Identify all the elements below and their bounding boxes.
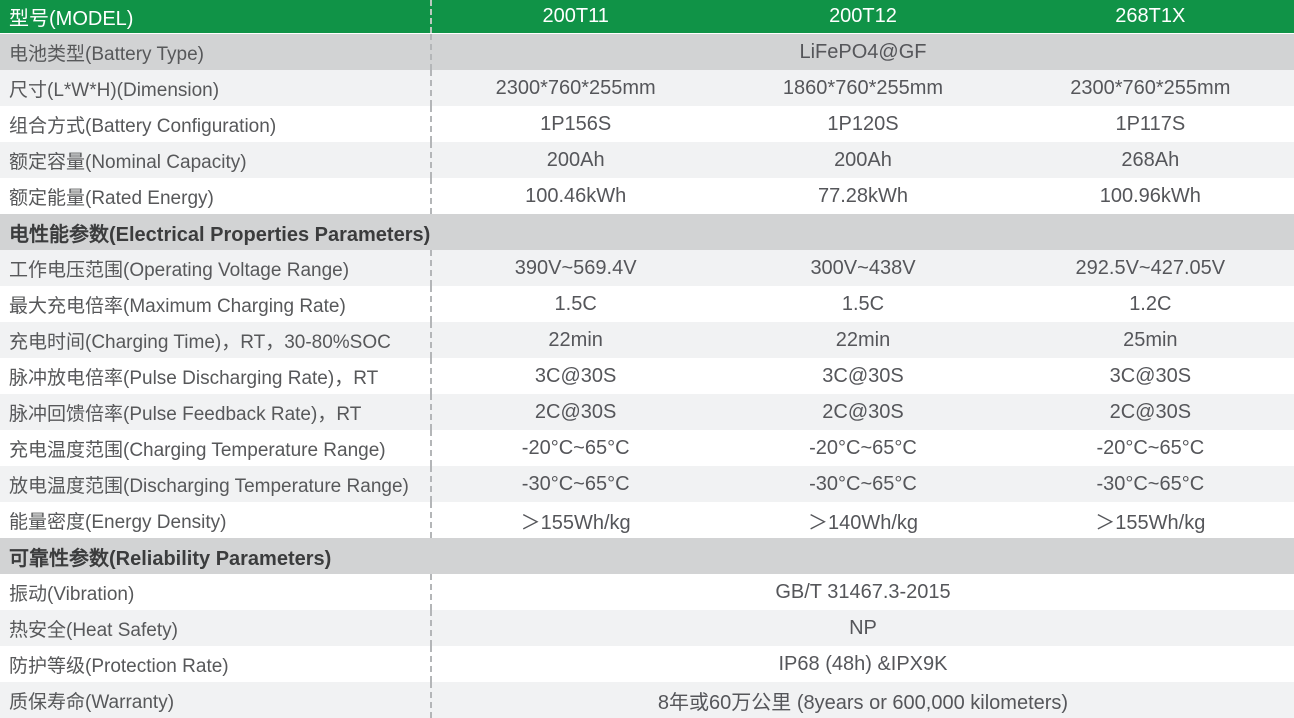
model-column-200T11: 200T11 bbox=[430, 0, 719, 33]
row-discharging-temperature-range-value-1: -30°C~65°C bbox=[809, 472, 917, 495]
row-vibration: 振动(Vibration) GB/T 31467.3-2015 bbox=[0, 574, 1294, 610]
row-nominal-capacity: 额定容量(Nominal Capacity) 200Ah 200Ah 268Ah bbox=[0, 142, 1294, 178]
row-charging-temperature-range-value-0: -20°C~65°C bbox=[430, 430, 719, 466]
row-discharging-temperature-range-value-2: -30°C~65°C bbox=[1096, 472, 1205, 495]
row-battery-configuration: 组合方式(Battery Configuration) 1P156S 1P120S 1… bbox=[0, 106, 1294, 142]
row-energy-density-label: 能量密度(Energy Density) bbox=[9, 511, 227, 533]
row-rated-energy-value-2: 100.96kWh bbox=[1099, 184, 1201, 207]
row-maximum-charging-rate-label: 最大充电倍率(Maximum Charging Rate) bbox=[9, 295, 346, 317]
row-warranty-value: 8年或60万公里 (8years or 600,000 kilometers) bbox=[430, 682, 1294, 718]
row-pulse-feedback-rate-value-0: 2C@30S bbox=[430, 394, 719, 430]
row-operating-voltage-range-value-2: 292.5V~427.05V bbox=[1075, 256, 1226, 279]
row-heat-safety-value: NP bbox=[430, 610, 1294, 646]
row-nominal-capacity-value-1: 200Ah bbox=[834, 148, 892, 171]
row-pulse-feedback-rate: 脉冲回馈倍率(Pulse Feedback Rate)，RT 2C@30S 2C@3… bbox=[0, 394, 1294, 430]
row-dimension: 尺寸(L*W*H)(Dimension) 2300*760*255mm 1860*7… bbox=[0, 70, 1294, 106]
row-battery-configuration-label: 组合方式(Battery Configuration) bbox=[9, 115, 277, 137]
row-dimension-label: 尺寸(L*W*H)(Dimension) bbox=[9, 79, 220, 101]
row-nominal-capacity-value-2: 268Ah bbox=[1121, 148, 1180, 171]
row-pulse-feedback-rate-value-2: 2C@30S bbox=[1109, 400, 1192, 423]
row-battery-type: 电池类型(Battery Type) LiFePO4@GF bbox=[0, 34, 1294, 70]
row-battery-type-label: 电池类型(Battery Type) bbox=[9, 43, 204, 65]
model-header-row: 型号(MODEL) 200T11 200T12 268T1X bbox=[0, 0, 1294, 34]
row-reliability-section: 可靠性参数(Reliability Parameters) bbox=[0, 538, 1294, 574]
row-battery-configuration-value-2: 1P117S bbox=[1115, 112, 1186, 135]
row-pulse-discharging-rate-value-2: 3C@30S bbox=[1109, 364, 1192, 387]
row-energy-density: 能量密度(Energy Density) ＞155Wh/kg ＞140Wh/kg ＞1… bbox=[0, 502, 1294, 538]
row-protection-rate-value: IP68 (48h) &IPX9K bbox=[430, 646, 1294, 682]
row-nominal-capacity-value-0: 200Ah bbox=[430, 142, 719, 178]
row-rated-energy-label: 额定能量(Rated Energy) bbox=[9, 187, 214, 209]
row-charging-temperature-range: 充电温度范围(Charging Temperature Range) -20°C~… bbox=[0, 430, 1294, 466]
row-charging-time-value-1: 22min bbox=[835, 328, 891, 351]
row-battery-type-value: LiFePO4@GF bbox=[430, 34, 1294, 70]
row-pulse-discharging-rate-value-0: 3C@30S bbox=[430, 358, 719, 394]
row-charging-temperature-range-label: 充电温度范围(Charging Temperature Range) bbox=[9, 439, 386, 461]
section-title-electrical-properties-section: 电性能参数(Electrical Properties Parameters) bbox=[9, 223, 431, 246]
row-vibration-label: 振动(Vibration) bbox=[9, 583, 135, 605]
row-warranty: 质保寿命(Warranty) 8年或60万公里 (8years or 600,00… bbox=[0, 682, 1294, 718]
model-header-label: 型号(MODEL) bbox=[9, 8, 134, 30]
row-protection-rate-label: 防护等级(Protection Rate) bbox=[9, 655, 229, 677]
model-column-268T1X: 268T1X bbox=[1115, 5, 1186, 27]
row-rated-energy: 额定能量(Rated Energy) 100.46kWh 77.28kWh 100.9… bbox=[0, 178, 1294, 214]
row-charging-time-value-2: 25min bbox=[1123, 328, 1178, 351]
row-dimension-value-2: 2300*760*255mm bbox=[1070, 76, 1231, 99]
row-vibration-value: GB/T 31467.3-2015 bbox=[430, 574, 1294, 610]
row-protection-rate: 防护等级(Protection Rate) IP68 (48h) &IPX9K bbox=[0, 646, 1294, 682]
row-operating-voltage-range: 工作电压范围(Operating Voltage Range) 390V~569.… bbox=[0, 250, 1294, 286]
row-charging-time: 充电时间(Charging Time)，RT，30-80%SOC 22min 22m… bbox=[0, 322, 1294, 358]
row-battery-configuration-value-1: 1P120S bbox=[827, 112, 899, 135]
row-energy-density-value-2: ＞155Wh/kg bbox=[1095, 511, 1206, 534]
row-pulse-discharging-rate-label: 脉冲放电倍率(Pulse Discharging Rate)，RT bbox=[9, 367, 379, 389]
row-discharging-temperature-range: 放电温度范围(Discharging Temperature Range) -30… bbox=[0, 466, 1294, 502]
row-maximum-charging-rate: 最大充电倍率(Maximum Charging Rate) 1.5C 1.5C 1.2… bbox=[0, 286, 1294, 322]
row-battery-configuration-value-0: 1P156S bbox=[430, 106, 719, 142]
row-dimension-value-1: 1860*760*255mm bbox=[782, 76, 944, 99]
row-electrical-properties-section: 电性能参数(Electrical Properties Parameters) bbox=[0, 214, 1294, 250]
row-maximum-charging-rate-value-0: 1.5C bbox=[430, 286, 719, 322]
row-heat-safety: 热安全(Heat Safety) NP bbox=[0, 610, 1294, 646]
row-pulse-feedback-rate-value-1: 2C@30S bbox=[822, 400, 904, 423]
row-discharging-temperature-range-label: 放电温度范围(Discharging Temperature Range) bbox=[9, 475, 409, 497]
model-column-200T12: 200T12 bbox=[829, 5, 897, 27]
row-heat-safety-label: 热安全(Heat Safety) bbox=[9, 619, 178, 641]
row-warranty-label: 质保寿命(Warranty) bbox=[9, 691, 175, 713]
row-pulse-discharging-rate: 脉冲放电倍率(Pulse Discharging Rate)，RT 3C@30S 3… bbox=[0, 358, 1294, 394]
row-operating-voltage-range-value-1: 300V~438V bbox=[810, 256, 916, 279]
row-operating-voltage-range-label: 工作电压范围(Operating Voltage Range) bbox=[9, 259, 350, 281]
row-charging-temperature-range-value-1: -20°C~65°C bbox=[809, 436, 917, 459]
row-dimension-value-0: 2300*760*255mm bbox=[430, 70, 719, 106]
row-pulse-feedback-rate-label: 脉冲回馈倍率(Pulse Feedback Rate)，RT bbox=[9, 403, 362, 425]
section-title-reliability-section: 可靠性参数(Reliability Parameters) bbox=[9, 547, 332, 570]
row-maximum-charging-rate-value-2: 1.2C bbox=[1129, 292, 1172, 315]
row-charging-time-value-0: 22min bbox=[430, 322, 719, 358]
row-energy-density-value-0: ＞155Wh/kg bbox=[430, 502, 719, 538]
row-energy-density-value-1: ＞140Wh/kg bbox=[807, 511, 919, 534]
row-charging-temperature-range-value-2: -20°C~65°C bbox=[1096, 436, 1205, 459]
row-operating-voltage-range-value-0: 390V~569.4V bbox=[430, 250, 719, 286]
row-discharging-temperature-range-value-0: -30°C~65°C bbox=[430, 466, 719, 502]
row-nominal-capacity-label: 额定容量(Nominal Capacity) bbox=[9, 151, 247, 173]
row-charging-time-label: 充电时间(Charging Time)，RT，30-80%SOC bbox=[9, 331, 391, 353]
row-maximum-charging-rate-value-1: 1.5C bbox=[841, 292, 885, 315]
row-rated-energy-value-0: 100.46kWh bbox=[430, 178, 719, 214]
row-rated-energy-value-1: 77.28kWh bbox=[817, 184, 909, 207]
row-pulse-discharging-rate-value-1: 3C@30S bbox=[822, 364, 904, 387]
